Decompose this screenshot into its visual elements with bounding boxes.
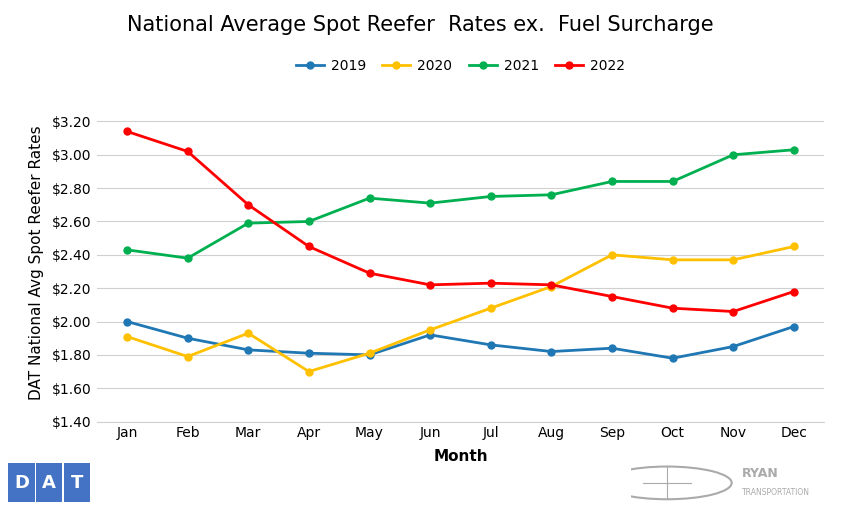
Y-axis label: DAT National Avg Spot Reefer Rates: DAT National Avg Spot Reefer Rates: [29, 126, 44, 401]
FancyBboxPatch shape: [64, 463, 90, 502]
Legend: 2019, 2020, 2021, 2022: 2019, 2020, 2021, 2022: [290, 53, 631, 78]
Text: TRANSPORTATION: TRANSPORTATION: [742, 487, 810, 497]
Text: D: D: [14, 474, 29, 492]
Text: National Average Spot Reefer  Rates ex.  Fuel Surcharge: National Average Spot Reefer Rates ex. F…: [127, 15, 714, 35]
Text: RYAN: RYAN: [742, 467, 779, 480]
FancyBboxPatch shape: [8, 463, 34, 502]
FancyBboxPatch shape: [36, 463, 62, 502]
Text: A: A: [42, 474, 56, 492]
Text: T: T: [71, 474, 83, 492]
X-axis label: Month: Month: [433, 449, 488, 464]
